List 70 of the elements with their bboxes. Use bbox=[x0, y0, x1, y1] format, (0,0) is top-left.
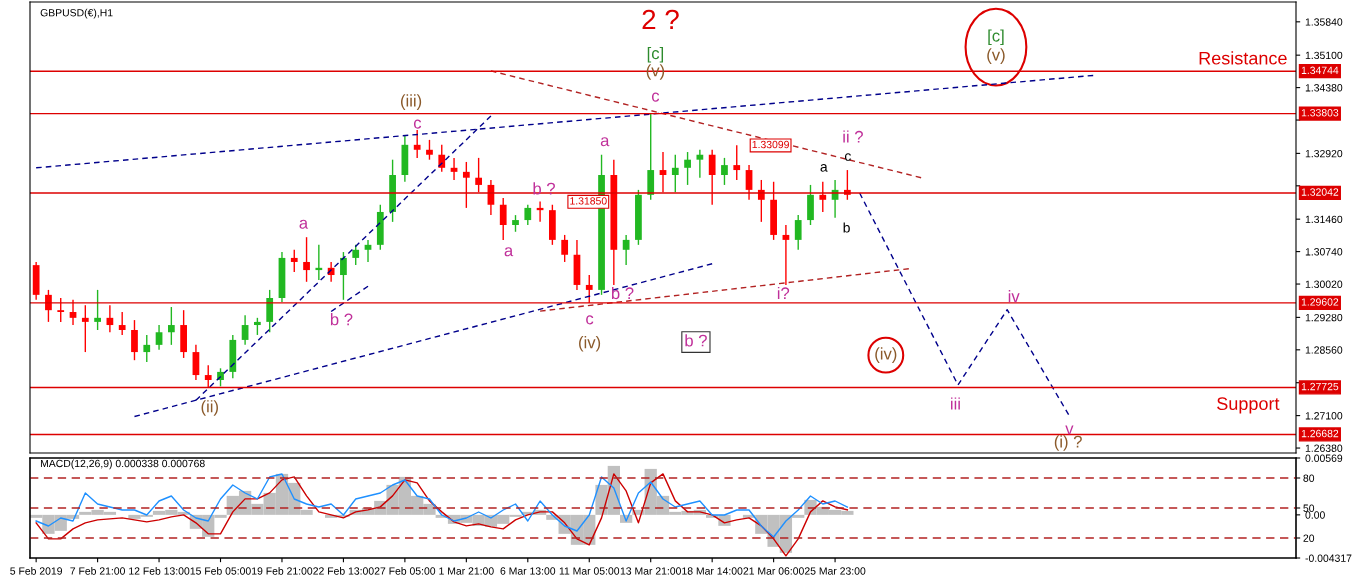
x-tick-label: 21 Mar 06:00 bbox=[743, 567, 804, 575]
annotation: a bbox=[504, 247, 514, 257]
annotation: [c] bbox=[988, 29, 1004, 45]
annotation: a bbox=[600, 137, 610, 147]
y-tick-label: 1.27100 bbox=[1305, 412, 1343, 420]
x-tick-label: 19 Feb 21:00 bbox=[252, 567, 313, 575]
annotation: b ? bbox=[611, 286, 634, 300]
y-tick-label: 1.28560 bbox=[1305, 346, 1343, 354]
annotation: (iv) bbox=[579, 336, 601, 352]
x-tick-label: 15 Feb 05:00 bbox=[190, 567, 251, 575]
x-tick-label: 27 Feb 05:00 bbox=[374, 567, 436, 575]
annotation: Support bbox=[1217, 397, 1280, 414]
y-tick-label: 1.31460 bbox=[1305, 215, 1343, 224]
annotation: (iii) bbox=[401, 94, 422, 110]
annotation: a bbox=[820, 164, 828, 172]
annotation: b ? bbox=[330, 313, 353, 326]
annotation: (ii) bbox=[201, 400, 218, 416]
y2-tick-label: 80 bbox=[1303, 474, 1315, 482]
annotation: i? bbox=[777, 286, 790, 300]
y-tick-label: 1.29280 bbox=[1305, 313, 1343, 322]
ref-line-label: 1.32042 bbox=[1301, 188, 1339, 196]
annotation: (iv) bbox=[875, 347, 897, 363]
annotation: 1.33099 bbox=[752, 140, 789, 149]
y-tick-label: 1.34380 bbox=[1305, 84, 1343, 92]
x-tick-label: 7 Feb 21:00 bbox=[70, 567, 125, 575]
annotation: b ? bbox=[685, 334, 707, 347]
y-tick-label: 1.26380 bbox=[1305, 444, 1343, 452]
x-tick-label: 12 Feb 13:00 bbox=[129, 567, 190, 575]
annotation: (v) bbox=[987, 48, 1005, 64]
ref-line-label: 1.34744 bbox=[1301, 66, 1339, 74]
annotation: c bbox=[651, 92, 660, 102]
annotation: 1.31850 bbox=[570, 197, 607, 205]
annotation: [c] bbox=[647, 47, 664, 63]
x-tick-label: 18 Mar 14:00 bbox=[682, 567, 743, 575]
y-tick-label: 0.00569 bbox=[1305, 454, 1343, 462]
chart-title: MACD(12,26,9) 0.000338 0.000768 bbox=[40, 459, 205, 470]
y-tick-label: 1.30740 bbox=[1305, 248, 1343, 256]
annotation: b ? bbox=[533, 182, 555, 195]
y-tick-label: 0.00 bbox=[1305, 511, 1325, 519]
y2-tick-label: 20 bbox=[1303, 534, 1315, 542]
annotation: v bbox=[1065, 425, 1074, 435]
annotation: (i) ? bbox=[1054, 435, 1082, 451]
annotation: 2 ? bbox=[642, 9, 679, 30]
y-tick-label: 1.35100 bbox=[1305, 51, 1343, 60]
ref-line-label: 1.29602 bbox=[1301, 298, 1339, 306]
ref-line-label: 1.26682 bbox=[1301, 429, 1339, 438]
y-tick-label: 1.35840 bbox=[1305, 18, 1343, 26]
x-tick-label: 5 Feb 2019 bbox=[10, 567, 63, 575]
y-tick-label: 1.32920 bbox=[1305, 149, 1343, 158]
ref-line-label: 1.27725 bbox=[1301, 382, 1339, 391]
ref-line-label: 1.33803 bbox=[1301, 109, 1339, 117]
annotation: a bbox=[299, 219, 309, 229]
x-tick-label: 11 Mar 05:00 bbox=[559, 567, 620, 575]
annotation: Resistance bbox=[1199, 51, 1287, 65]
y-tick-label: -0.004317 bbox=[1305, 554, 1352, 562]
y-tick-label: 1.30020 bbox=[1305, 280, 1343, 288]
x-tick-label: 25 Mar 23:00 bbox=[804, 567, 866, 575]
annotation: b bbox=[843, 222, 850, 233]
x-tick-label: 22 Feb 13:00 bbox=[313, 567, 374, 575]
annotation: c bbox=[413, 119, 422, 129]
annotation: c bbox=[586, 315, 594, 325]
y2-tick-label: 50 bbox=[1303, 504, 1315, 512]
annotation: c bbox=[844, 153, 851, 161]
x-tick-label: 1 Mar 21:00 bbox=[439, 567, 494, 575]
text: GBPUSD(€),H1 bbox=[40, 8, 113, 19]
x-tick-label: 6 Mar 13:00 bbox=[500, 567, 556, 575]
annotation: ii ? bbox=[843, 130, 863, 143]
annotation: iii bbox=[951, 397, 960, 410]
x-tick-label: 13 Mar 21:00 bbox=[620, 567, 681, 575]
annotation: iv bbox=[1008, 290, 1020, 303]
